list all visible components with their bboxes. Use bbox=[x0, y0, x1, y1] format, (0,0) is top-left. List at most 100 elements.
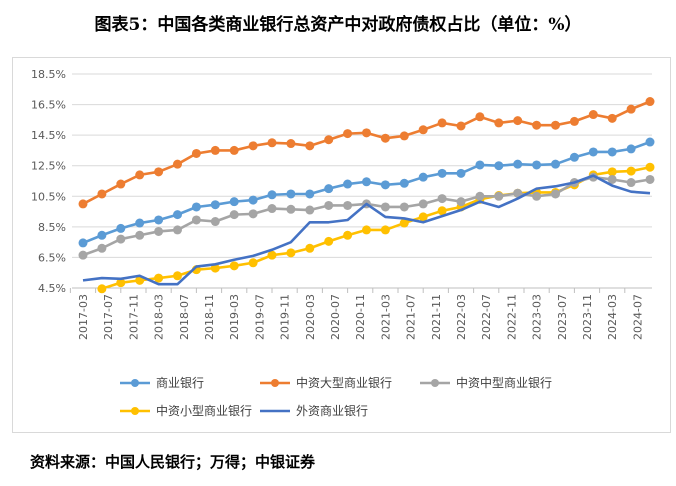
data-point bbox=[305, 141, 315, 151]
legend-swatch-icon bbox=[420, 378, 450, 387]
x-tick-label: 2017-03 bbox=[77, 294, 90, 340]
data-point bbox=[513, 188, 523, 198]
data-point bbox=[475, 112, 485, 122]
data-point bbox=[154, 215, 164, 225]
data-point bbox=[173, 159, 182, 169]
data-point bbox=[437, 118, 447, 128]
data-point bbox=[456, 121, 466, 131]
y-tick-label: 10.5% bbox=[31, 190, 66, 203]
x-tick-label: 2024-03 bbox=[606, 294, 619, 340]
data-point bbox=[551, 189, 560, 199]
x-tick-label: 2019-07 bbox=[253, 294, 266, 340]
y-tick-label: 6.5% bbox=[38, 251, 66, 264]
y-tick-label: 14.5% bbox=[31, 129, 66, 142]
y-tick-label: 18.5% bbox=[31, 68, 66, 81]
data-point bbox=[362, 128, 371, 138]
data-point bbox=[173, 271, 182, 281]
y-tick-label: 12.5% bbox=[31, 160, 66, 173]
data-point bbox=[97, 189, 107, 199]
data-point bbox=[399, 131, 409, 141]
data-point bbox=[286, 189, 296, 199]
x-tick-label: 2021-03 bbox=[379, 294, 392, 340]
data-point bbox=[229, 197, 239, 207]
data-point bbox=[343, 200, 353, 210]
x-tick-label: 2018-07 bbox=[178, 294, 191, 340]
data-point bbox=[267, 250, 277, 260]
data-point bbox=[456, 168, 466, 178]
y-tick-label: 8.5% bbox=[38, 221, 66, 234]
legend-label: 中资大型商业银行 bbox=[296, 376, 393, 390]
legend-label: 外资商业银行 bbox=[296, 404, 369, 418]
data-point bbox=[607, 147, 617, 157]
data-point bbox=[437, 206, 447, 216]
data-point bbox=[191, 202, 201, 212]
data-point bbox=[645, 162, 655, 172]
data-point bbox=[494, 161, 504, 171]
data-point bbox=[210, 200, 220, 210]
data-point bbox=[532, 120, 542, 130]
data-point bbox=[418, 172, 428, 182]
legend-swatch-icon bbox=[260, 378, 290, 387]
chart-title: 图表5：中国各类商业银行总资产中对政府债权占比（单位：%） bbox=[94, 15, 582, 35]
data-point bbox=[399, 202, 409, 212]
data-point bbox=[191, 148, 201, 158]
data-point bbox=[286, 139, 296, 149]
x-tick-label: 2023-07 bbox=[556, 294, 569, 340]
chart-frame bbox=[12, 57, 671, 433]
data-point bbox=[305, 189, 315, 199]
x-tick-label: 2023-11 bbox=[581, 294, 594, 340]
data-point bbox=[645, 137, 655, 147]
x-tick-label: 2022-11 bbox=[505, 294, 518, 340]
data-point bbox=[626, 104, 636, 114]
data-point bbox=[229, 145, 239, 155]
data-point bbox=[532, 191, 542, 201]
data-point bbox=[626, 166, 636, 176]
data-point bbox=[607, 113, 617, 123]
x-tick-label: 2019-03 bbox=[228, 294, 241, 340]
data-point bbox=[551, 159, 560, 169]
data-point bbox=[418, 212, 428, 222]
data-point bbox=[305, 205, 315, 215]
legend-swatch-icon bbox=[260, 409, 290, 412]
x-tick-label: 2020-07 bbox=[329, 294, 342, 340]
data-point bbox=[135, 218, 145, 228]
legend-swatch-icon bbox=[120, 378, 150, 387]
x-tick-label: 2021-11 bbox=[430, 294, 443, 340]
x-tick-label: 2020-11 bbox=[354, 294, 367, 340]
data-point bbox=[456, 197, 466, 207]
legend-label: 中资小型商业银行 bbox=[156, 404, 253, 418]
data-point bbox=[248, 258, 258, 268]
data-point bbox=[645, 174, 655, 184]
data-point bbox=[607, 174, 617, 184]
data-point bbox=[154, 273, 164, 283]
x-tick-label: 2024-07 bbox=[631, 294, 644, 340]
data-point bbox=[248, 141, 258, 151]
data-point bbox=[154, 226, 164, 236]
data-point bbox=[551, 120, 560, 130]
data-point bbox=[494, 118, 504, 128]
data-point bbox=[494, 191, 504, 201]
data-point bbox=[173, 225, 182, 235]
data-point bbox=[343, 230, 353, 240]
legend-item: 中资小型商业银行 bbox=[118, 402, 252, 419]
x-tick-label: 2023-03 bbox=[531, 294, 544, 340]
data-point bbox=[210, 217, 220, 227]
legend-swatch-icon bbox=[120, 406, 150, 415]
data-point bbox=[343, 179, 353, 189]
data-point bbox=[116, 179, 126, 189]
data-point bbox=[626, 178, 636, 188]
x-tick-label: 2017-11 bbox=[127, 294, 140, 340]
data-point bbox=[267, 204, 277, 214]
data-point bbox=[324, 236, 334, 246]
data-point bbox=[607, 167, 617, 177]
y-tick-label: 4.5% bbox=[38, 282, 66, 295]
data-point bbox=[97, 230, 107, 240]
data-point bbox=[437, 168, 447, 178]
x-tick-label: 2021-07 bbox=[405, 294, 418, 340]
data-point bbox=[154, 167, 164, 177]
data-point bbox=[513, 116, 523, 126]
data-point bbox=[362, 177, 371, 187]
data-point bbox=[437, 194, 447, 204]
data-point bbox=[210, 145, 220, 155]
